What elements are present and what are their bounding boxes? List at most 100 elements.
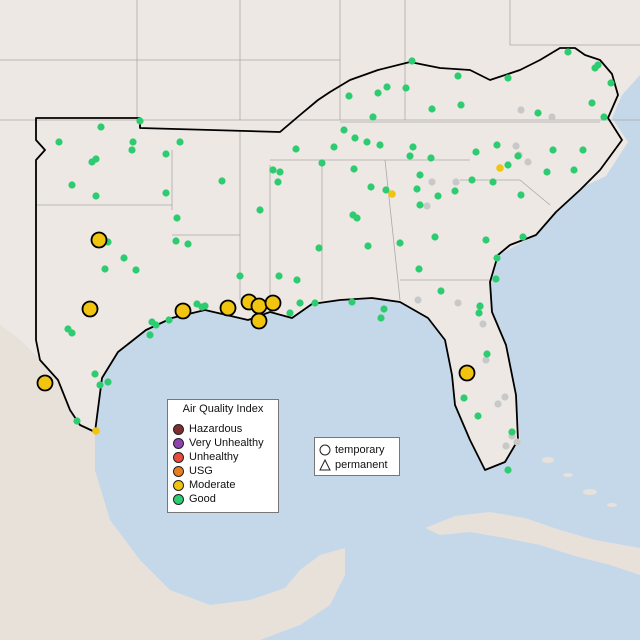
station-marker-good[interactable] [364,242,372,250]
station-marker-good[interactable] [416,201,424,209]
station-marker-moderate[interactable] [496,164,504,172]
station-marker-no-data[interactable] [428,178,436,186]
station-marker-good[interactable] [128,146,136,154]
station-marker-good[interactable] [380,305,388,313]
station-marker-good[interactable] [376,141,384,149]
station-marker-no-data[interactable] [512,142,520,150]
station-marker-good[interactable] [402,84,410,92]
station-marker-good[interactable] [415,265,423,273]
station-marker-good[interactable] [427,154,435,162]
station-marker-good[interactable] [431,233,439,241]
station-marker-good[interactable] [428,105,436,113]
station-marker-good[interactable] [382,186,390,194]
station-marker-good[interactable] [193,300,201,308]
station-marker-good[interactable] [286,309,294,317]
station-marker-good[interactable] [176,138,184,146]
station-marker-good[interactable] [92,192,100,200]
station-marker-moderate[interactable] [264,294,282,312]
station-marker-good[interactable] [348,298,356,306]
station-marker-good[interactable] [318,159,326,167]
station-marker-good[interactable] [236,272,244,280]
station-marker-good[interactable] [340,126,348,134]
station-marker-good[interactable] [514,152,522,160]
station-marker-good[interactable] [534,109,542,117]
station-marker-good[interactable] [493,141,501,149]
station-marker-good[interactable] [350,165,358,173]
station-marker-no-data[interactable] [501,393,509,401]
station-marker-good[interactable] [460,394,468,402]
station-marker-good[interactable] [564,48,572,56]
station-marker-good[interactable] [504,74,512,82]
station-marker-moderate[interactable] [92,427,100,435]
station-marker-good[interactable] [146,331,154,339]
station-marker-good[interactable] [315,244,323,252]
station-marker-good[interactable] [434,192,442,200]
station-marker-moderate[interactable] [250,312,268,330]
station-marker-good[interactable] [269,166,277,174]
station-marker-good[interactable] [275,272,283,280]
station-marker-good[interactable] [543,168,551,176]
station-marker-good[interactable] [184,240,192,248]
station-marker-no-data[interactable] [494,400,502,408]
station-marker-good[interactable] [570,166,578,174]
station-marker-good[interactable] [162,150,170,158]
station-marker-good[interactable] [396,239,404,247]
station-marker-good[interactable] [383,83,391,91]
station-marker-good[interactable] [311,299,319,307]
station-marker-good[interactable] [591,64,599,72]
station-marker-good[interactable] [101,265,109,273]
station-marker-good[interactable] [413,185,421,193]
station-marker-moderate[interactable] [81,300,99,318]
station-marker-good[interactable] [406,152,414,160]
station-marker-no-data[interactable] [414,296,422,304]
station-marker-good[interactable] [468,176,476,184]
station-marker-good[interactable] [476,302,484,310]
station-marker-good[interactable] [489,178,497,186]
station-marker-good[interactable] [276,168,284,176]
station-marker-good[interactable] [369,113,377,121]
station-marker-moderate[interactable] [388,190,396,198]
station-marker-good[interactable] [472,148,480,156]
station-marker-good[interactable] [474,412,482,420]
station-marker-good[interactable] [377,314,385,322]
station-marker-good[interactable] [579,146,587,154]
station-marker-good[interactable] [256,206,264,214]
station-marker-good[interactable] [454,72,462,80]
station-marker-good[interactable] [274,178,282,186]
station-marker-good[interactable] [600,113,608,121]
station-marker-moderate[interactable] [458,364,476,382]
station-marker-good[interactable] [353,214,361,222]
station-marker-good[interactable] [607,79,615,87]
station-marker-good[interactable] [91,370,99,378]
station-marker-good[interactable] [493,254,501,262]
station-marker-moderate[interactable] [36,374,54,392]
station-marker-good[interactable] [88,158,96,166]
station-marker-good[interactable] [492,275,500,283]
station-marker-no-data[interactable] [524,158,532,166]
station-marker-good[interactable] [374,89,382,97]
station-marker-good[interactable] [504,466,512,474]
station-marker-good[interactable] [363,138,371,146]
station-marker-good[interactable] [55,138,63,146]
station-marker-good[interactable] [96,381,104,389]
station-marker-good[interactable] [409,143,417,151]
station-marker-good[interactable] [172,237,180,245]
station-marker-good[interactable] [173,214,181,222]
station-marker-good[interactable] [504,161,512,169]
station-marker-good[interactable] [416,171,424,179]
station-marker-no-data[interactable] [482,356,490,364]
station-marker-no-data[interactable] [479,320,487,328]
station-marker-good[interactable] [68,329,76,337]
station-marker-good[interactable] [475,309,483,317]
station-marker-good[interactable] [437,287,445,295]
station-marker-good[interactable] [517,191,525,199]
station-marker-good[interactable] [367,183,375,191]
station-marker-good[interactable] [97,123,105,131]
station-marker-good[interactable] [482,236,490,244]
station-marker-good[interactable] [136,117,144,125]
station-marker-no-data[interactable] [423,202,431,210]
station-marker-good[interactable] [330,143,338,151]
station-marker-good[interactable] [451,187,459,195]
station-marker-moderate[interactable] [219,299,237,317]
station-marker-moderate[interactable] [174,302,192,320]
